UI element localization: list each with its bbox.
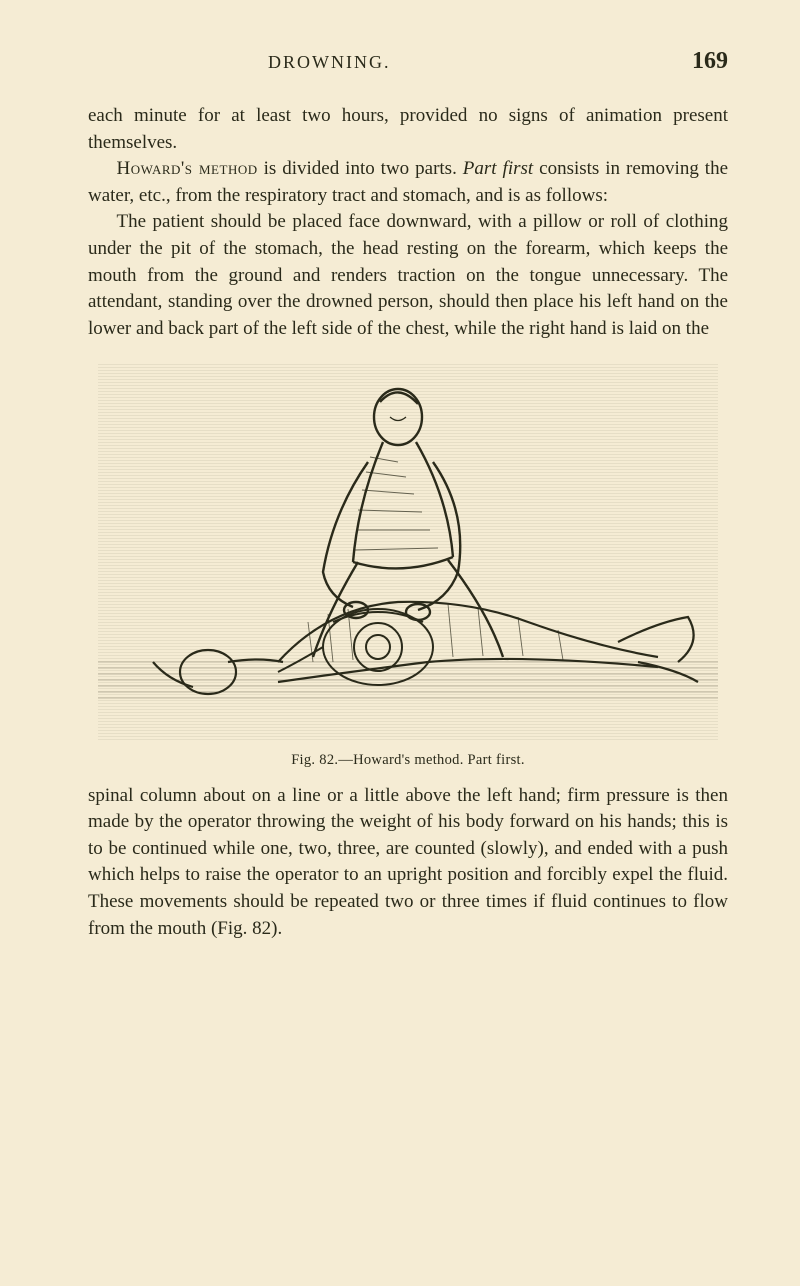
text: is divided into two parts.	[258, 158, 463, 179]
text: each minute for at least two hours, prov…	[88, 105, 728, 153]
smallcaps-lead: Howard's method	[117, 158, 258, 179]
illustration-howards-method	[98, 362, 718, 742]
rolled-cloth	[278, 609, 433, 685]
page-number: 169	[692, 48, 728, 75]
caption-text: —Howard's method. Part first.	[338, 752, 525, 768]
paragraph-procedure-2: spinal column about on a line or a littl…	[88, 783, 728, 943]
page-header: DROWNING. 169	[88, 48, 728, 75]
body-text: each minute for at least two hours, prov…	[88, 103, 728, 942]
engraving-svg	[98, 362, 718, 742]
paragraph-continuation: each minute for at least two hours, prov…	[88, 103, 728, 156]
caption-label: Fig. 82.	[291, 752, 338, 768]
paragraph-procedure-1: The patient should be placed face downwa…	[88, 209, 728, 342]
text: The patient should be placed face downwa…	[88, 211, 728, 338]
running-head: DROWNING.	[268, 52, 390, 73]
text: spinal column about on a line or a littl…	[88, 785, 728, 939]
italic-part-first: Part first	[463, 158, 533, 179]
attendant-figure	[313, 389, 503, 657]
paragraph-howards-method: Howard's method is divided into two part…	[88, 156, 728, 209]
figure-caption: Fig. 82.—Howard's method. Part first.	[88, 750, 728, 770]
figure-82: Fig. 82.—Howard's method. Part first.	[88, 362, 728, 770]
